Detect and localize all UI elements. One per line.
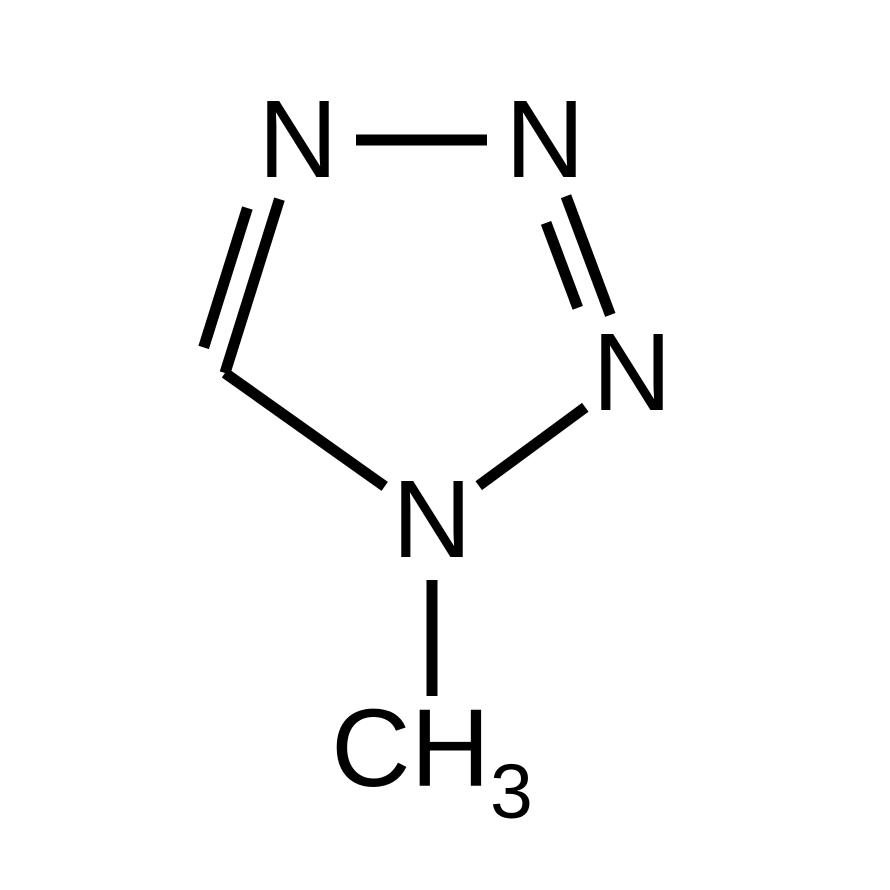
atom-label-N3: N [258, 85, 337, 195]
atom-label-N2: N [592, 318, 671, 428]
atom-label-N4: N [505, 85, 584, 195]
atom-label-N1: N [392, 465, 471, 575]
atom-label-CH3: CH3 [331, 694, 533, 822]
